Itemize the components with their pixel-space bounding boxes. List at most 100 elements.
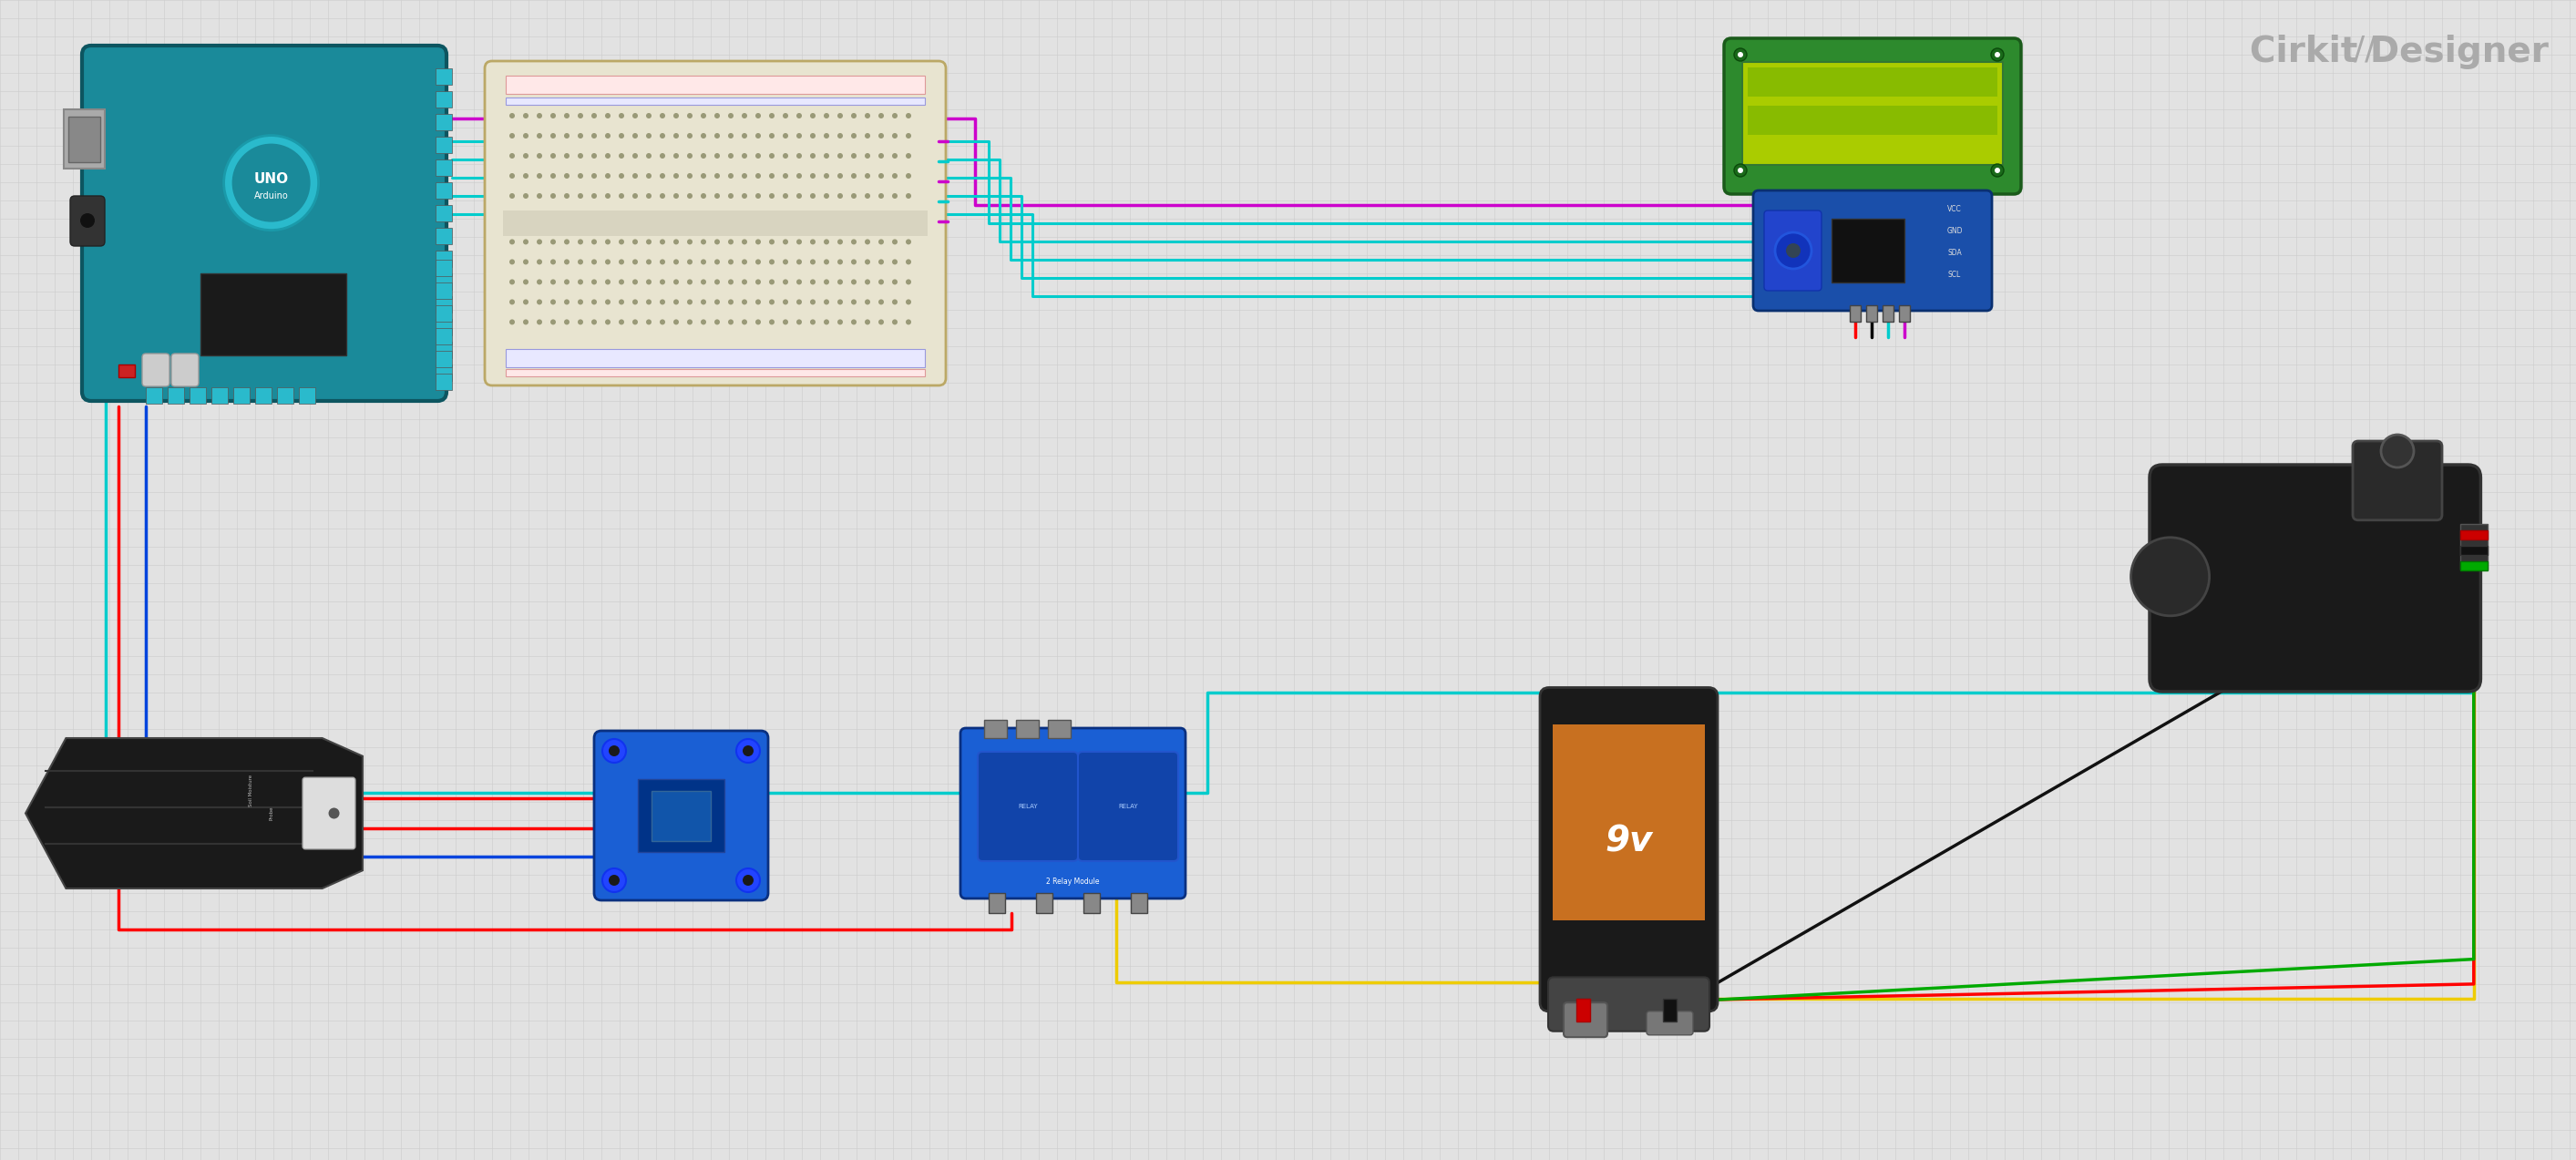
Circle shape [891,133,896,138]
Circle shape [688,133,693,138]
FancyBboxPatch shape [173,354,198,386]
Text: //: // [2354,35,2375,66]
Circle shape [551,259,556,264]
Bar [435,114,451,130]
Circle shape [742,133,747,138]
Circle shape [2380,435,2414,467]
Circle shape [891,153,896,159]
Circle shape [866,133,871,138]
Circle shape [551,239,556,245]
Circle shape [564,319,569,325]
Circle shape [647,280,652,284]
Circle shape [837,194,842,198]
Bar [435,374,451,390]
Circle shape [783,113,788,118]
Circle shape [701,113,706,118]
Bar [505,97,925,104]
FancyBboxPatch shape [484,61,945,385]
Circle shape [631,173,639,179]
Circle shape [770,299,775,305]
Circle shape [80,213,95,227]
Circle shape [866,319,871,325]
Text: GND: GND [1947,227,1963,235]
Circle shape [824,259,829,264]
Bar [201,274,345,355]
Bar [1131,893,1146,913]
Circle shape [783,299,788,305]
Bar [652,791,711,841]
Circle shape [523,280,528,284]
Bar [1883,305,1893,321]
Circle shape [536,133,541,138]
Circle shape [729,153,734,159]
Bar [502,211,927,235]
Circle shape [755,259,760,264]
Circle shape [850,299,858,305]
Circle shape [891,239,896,245]
Circle shape [742,153,747,159]
Bar [435,68,451,85]
FancyBboxPatch shape [1564,1002,1607,1037]
Circle shape [232,144,309,222]
Circle shape [809,299,817,305]
Circle shape [850,194,858,198]
Circle shape [688,299,693,305]
Bar [435,274,451,290]
Circle shape [551,133,556,138]
Circle shape [907,259,912,264]
Bar [2460,530,2488,539]
Bar [435,319,451,335]
Circle shape [783,280,788,284]
Circle shape [603,739,626,763]
Circle shape [878,133,884,138]
Circle shape [878,153,884,159]
Circle shape [551,113,556,118]
Circle shape [224,136,319,230]
Bar [505,75,925,94]
Bar [435,182,451,198]
Bar [278,387,294,404]
Circle shape [659,173,665,179]
Circle shape [866,173,871,179]
Circle shape [714,173,719,179]
Bar [1015,720,1038,738]
Bar [1664,999,1677,1021]
Bar [147,387,162,404]
Bar [505,369,925,376]
Circle shape [809,239,817,245]
Circle shape [659,319,665,325]
Circle shape [729,194,734,198]
Circle shape [510,259,515,264]
Circle shape [1739,168,1744,173]
Circle shape [647,113,652,118]
Circle shape [592,133,598,138]
Circle shape [837,133,842,138]
Circle shape [659,239,665,245]
Circle shape [714,259,719,264]
FancyBboxPatch shape [1548,977,1710,1031]
Circle shape [907,153,912,159]
Circle shape [577,259,582,264]
Circle shape [824,133,829,138]
Circle shape [564,239,569,245]
Circle shape [796,319,801,325]
Circle shape [796,259,801,264]
Circle shape [577,173,582,179]
Circle shape [631,113,639,118]
Circle shape [729,319,734,325]
Circle shape [755,319,760,325]
Circle shape [701,239,706,245]
Circle shape [672,113,680,118]
Circle shape [796,173,801,179]
Circle shape [850,113,858,118]
FancyBboxPatch shape [595,731,768,900]
Bar [255,387,270,404]
Circle shape [551,153,556,159]
Circle shape [659,194,665,198]
Circle shape [688,280,693,284]
Circle shape [605,113,611,118]
Circle shape [850,259,858,264]
Circle shape [618,173,623,179]
Circle shape [510,194,515,198]
Circle shape [824,239,829,245]
